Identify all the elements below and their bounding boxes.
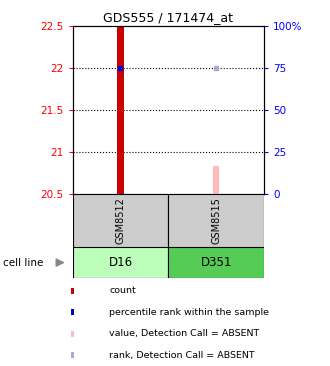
Bar — [213, 166, 219, 194]
Bar — [71, 352, 74, 358]
Bar — [73, 247, 168, 278]
Bar — [71, 309, 74, 315]
Text: D351: D351 — [200, 256, 232, 269]
Bar — [168, 194, 264, 247]
Text: rank, Detection Call = ABSENT: rank, Detection Call = ABSENT — [109, 351, 255, 360]
Title: GDS555 / 171474_at: GDS555 / 171474_at — [103, 11, 233, 25]
Bar — [71, 288, 74, 294]
Bar — [117, 26, 124, 194]
Bar — [73, 194, 168, 247]
Text: cell line: cell line — [3, 258, 44, 268]
Text: count: count — [109, 286, 136, 295]
Text: value, Detection Call = ABSENT: value, Detection Call = ABSENT — [109, 329, 260, 338]
Text: GSM8512: GSM8512 — [115, 197, 125, 244]
Text: percentile rank within the sample: percentile rank within the sample — [109, 308, 269, 317]
Text: GSM8515: GSM8515 — [211, 197, 221, 244]
Bar — [71, 331, 74, 337]
Text: D16: D16 — [108, 256, 133, 269]
Bar — [168, 247, 264, 278]
